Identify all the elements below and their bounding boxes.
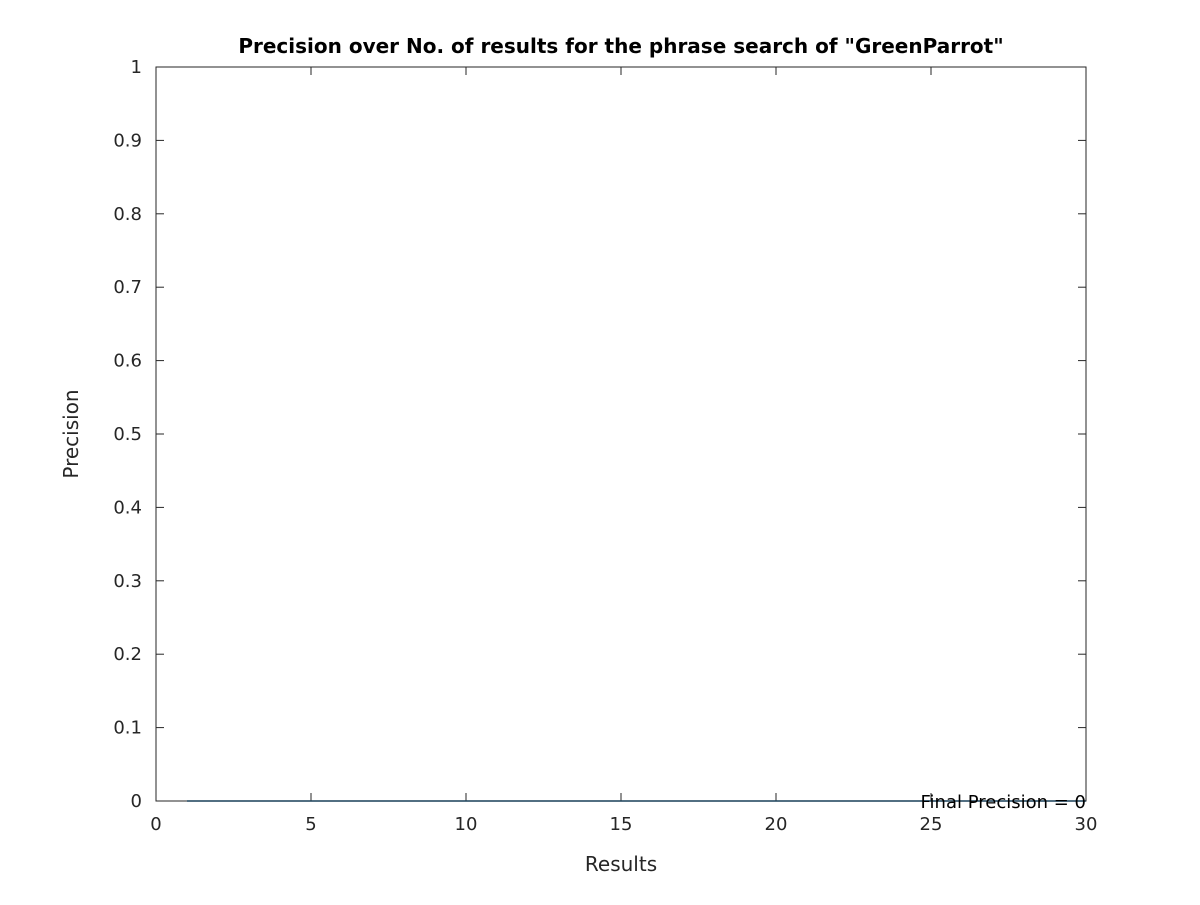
x-tick-label: 15 bbox=[610, 814, 633, 835]
chart-title: Precision over No. of results for the ph… bbox=[238, 34, 1003, 58]
y-axis-title: Precision bbox=[59, 389, 83, 478]
final-precision-annotation: Final Precision = 0 bbox=[921, 792, 1087, 813]
y-tick-label: 0.2 bbox=[113, 644, 142, 665]
y-tick-label: 0.4 bbox=[113, 497, 142, 518]
labels-layer: 0 5 10 15 20 25 30 0 0.1 0.2 0.3 0.4 0.5 0.6 0.7 0.8 0.9… bbox=[113, 57, 1097, 835]
y-tick-label: 0.3 bbox=[113, 571, 142, 592]
y-tick-label: 0.1 bbox=[113, 718, 142, 739]
y-tick-label: 0.6 bbox=[113, 351, 142, 372]
plot-area bbox=[156, 67, 1086, 801]
x-tick-label: 20 bbox=[765, 814, 788, 835]
x-tick-label: 10 bbox=[455, 814, 478, 835]
y-tick-label: 0.7 bbox=[113, 277, 142, 298]
y-tick-label: 0.8 bbox=[113, 204, 142, 225]
y-tick-label: 0 bbox=[131, 791, 142, 812]
y-tick-label: 0.9 bbox=[113, 130, 142, 151]
x-axis-title: Results bbox=[585, 852, 657, 876]
x-tick-label: 0 bbox=[150, 814, 161, 835]
x-tick-label: 25 bbox=[920, 814, 943, 835]
x-tick-label: 5 bbox=[305, 814, 316, 835]
x-tick-label: 30 bbox=[1075, 814, 1098, 835]
axes-box bbox=[155, 66, 1087, 802]
y-tick-label: 0.5 bbox=[113, 424, 142, 445]
y-tick-label: 1 bbox=[131, 57, 142, 78]
